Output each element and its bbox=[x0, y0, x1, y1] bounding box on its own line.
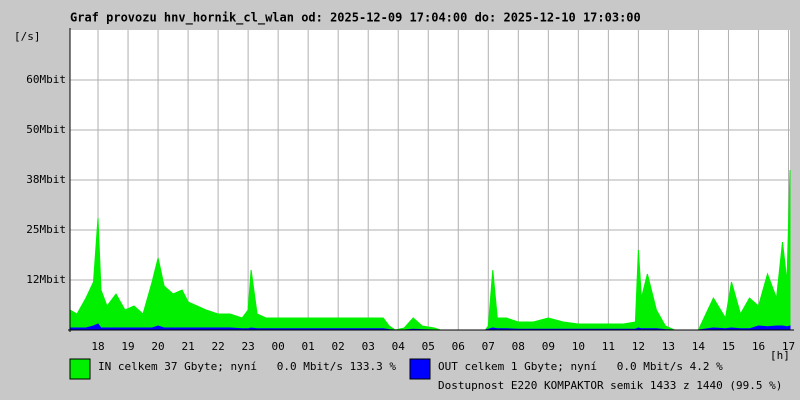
x-tick-label: 00 bbox=[272, 340, 285, 353]
x-tick-label: 09 bbox=[542, 340, 555, 353]
y-tick-label: 38Mbit bbox=[26, 173, 66, 186]
x-tick-label: 06 bbox=[452, 340, 465, 353]
x-tick-label: 22 bbox=[211, 340, 224, 353]
legend-label: OUT celkem 1 Gbyte; nyní 0.0 Mbit/s 4.2 … bbox=[438, 360, 723, 373]
y-tick-label: 60Mbit bbox=[26, 73, 66, 86]
x-tick-label: 01 bbox=[302, 340, 315, 353]
x-tick-label: 11 bbox=[602, 340, 615, 353]
annotation: Dostupnost E220 KOMPAKTOR semik 1433 z 1… bbox=[438, 379, 782, 392]
y-tick-label: 12Mbit bbox=[26, 273, 66, 286]
legend-swatch bbox=[409, 358, 431, 380]
x-axis-label: [h] bbox=[770, 349, 790, 362]
x-tick-label: 13 bbox=[662, 340, 675, 353]
x-tick-label: 07 bbox=[482, 340, 495, 353]
area bbox=[69, 169, 791, 331]
chart-title: Graf provozu hnv_hornik_cl_wlan od: 2025… bbox=[70, 11, 641, 26]
x-tick-label: 15 bbox=[722, 340, 735, 353]
x-tick-label: 12 bbox=[632, 340, 645, 353]
x-tick-label: 21 bbox=[181, 340, 194, 353]
x-tick-label: 20 bbox=[151, 340, 164, 353]
y-tick-label: 50Mbit bbox=[26, 123, 66, 136]
x-tick-label: 03 bbox=[362, 340, 375, 353]
x-tick-label: 14 bbox=[692, 340, 706, 353]
x-tick-label: 02 bbox=[332, 340, 345, 353]
y-tick-label: 25Mbit bbox=[26, 223, 66, 236]
x-tick-label: 17 bbox=[782, 340, 795, 353]
y-axis-label: [/s] bbox=[14, 30, 41, 43]
x-tick-label: 16 bbox=[752, 340, 765, 353]
x-tick-label: 04 bbox=[392, 340, 406, 353]
x-tick-label: 19 bbox=[121, 340, 134, 353]
legend-swatch bbox=[69, 358, 91, 380]
x-tick-label: 18 bbox=[91, 340, 104, 353]
x-tick-label: 05 bbox=[422, 340, 435, 353]
x-tick-label: 08 bbox=[512, 340, 525, 353]
legend-label: IN celkem 37 Gbyte; nyní 0.0 Mbit/s 133.… bbox=[98, 360, 396, 373]
x-tick-label: 23 bbox=[241, 340, 254, 353]
x-tick-label: 10 bbox=[572, 340, 585, 353]
